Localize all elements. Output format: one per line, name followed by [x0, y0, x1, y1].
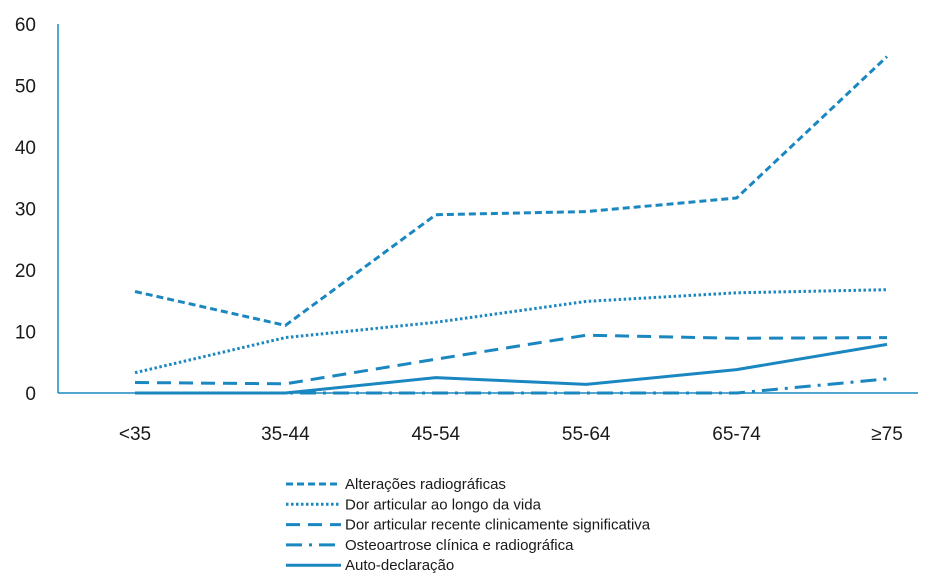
x-tick-label: 55-64: [562, 424, 611, 445]
y-tick-label: 50: [15, 77, 36, 98]
legend-label: Dor articular recente clinicamente signi…: [345, 517, 651, 534]
y-tick-label: 30: [15, 200, 36, 221]
series-lines: [134, 55, 889, 395]
series-line-2: [134, 288, 888, 375]
legend-label: Osteoartrose clínica e radiográfica: [345, 537, 574, 554]
legend-label: Dor articular ao longo da vida: [345, 496, 542, 513]
y-tick-label: 10: [15, 323, 36, 344]
x-tick-label: 45-54: [411, 424, 460, 445]
series-line-3: [134, 333, 888, 386]
series-line-1: [134, 55, 889, 327]
x-tick-label: 65-74: [712, 424, 761, 445]
legend: Alterações radiográficas Dor articular ao…: [286, 476, 651, 574]
series-line-5: [135, 342, 888, 395]
y-tick-label: 60: [15, 15, 36, 36]
x-tick-label: <35: [119, 424, 151, 445]
y-tick-label: 20: [15, 261, 36, 282]
x-tick-label: 35-44: [261, 424, 310, 445]
legend-label: Alterações radiográficas: [345, 476, 506, 493]
y-tick-label: 0: [25, 384, 36, 405]
x-tick-label: ≥75: [871, 424, 903, 445]
legend-label: Auto-declaração: [345, 557, 454, 574]
x-axis-tick-labels: <35 35-44 45-54 55-64 65-74 ≥75: [119, 424, 903, 445]
series-line-4: [135, 377, 888, 395]
y-axis-tick-labels: 0 10 20 30 40 50 60: [15, 15, 36, 405]
y-tick-label: 40: [15, 138, 36, 159]
